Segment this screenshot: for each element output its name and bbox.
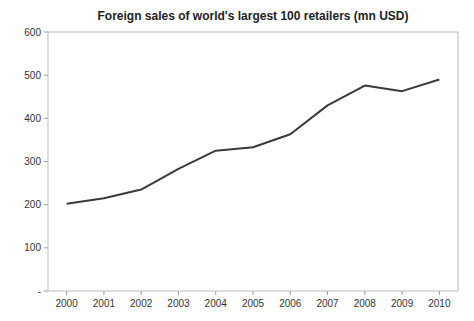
x-tick-label: 2006 — [279, 298, 302, 309]
y-axis: - 100 200 300 400 500 600 — [24, 27, 48, 297]
plot-frame — [48, 32, 458, 291]
x-tick-label: 2002 — [130, 298, 153, 309]
y-tick-label: 100 — [24, 242, 41, 253]
chart-container: Foreign sales of world's largest 100 ret… — [0, 0, 474, 321]
x-tick-label: 2004 — [205, 298, 228, 309]
y-tick-label: 300 — [24, 156, 41, 167]
x-tick — [178, 291, 179, 295]
chart-svg: Foreign sales of world's largest 100 ret… — [0, 0, 474, 321]
x-tick — [327, 291, 328, 295]
x-tick — [141, 291, 142, 295]
y-tick-label: - — [38, 286, 41, 297]
x-axis: 2000 2001 2002 2003 2004 2005 2006 2007 2008 2009… — [56, 291, 451, 309]
y-tick-label: 200 — [24, 199, 41, 210]
y-tick — [44, 75, 48, 76]
x-tick-label: 2001 — [93, 298, 116, 309]
y-tick — [44, 32, 48, 33]
x-tick-label: 2005 — [242, 298, 265, 309]
x-tick-label: 2000 — [56, 298, 79, 309]
line — [67, 79, 440, 203]
y-tick — [44, 161, 48, 162]
x-tick — [439, 291, 440, 295]
x-tick — [290, 291, 291, 295]
x-tick — [253, 291, 254, 295]
x-tick-label: 2008 — [354, 298, 377, 309]
x-tick-label: 2003 — [167, 298, 190, 309]
x-tick — [402, 291, 403, 295]
y-tick-label: 500 — [24, 70, 41, 81]
y-tick — [44, 247, 48, 248]
y-tick-label: 600 — [24, 27, 41, 38]
x-tick-label: 2009 — [391, 298, 414, 309]
x-tick — [364, 291, 365, 295]
plot-area — [67, 79, 440, 203]
y-tick-label: 400 — [24, 113, 41, 124]
x-tick — [215, 291, 216, 295]
x-tick-label: 2007 — [316, 298, 339, 309]
title: Foreign sales of world's largest 100 ret… — [98, 9, 409, 23]
x-tick-label: 2010 — [428, 298, 451, 309]
x-tick — [66, 291, 67, 295]
x-tick — [103, 291, 104, 295]
y-tick — [44, 204, 48, 205]
y-tick — [44, 118, 48, 119]
y-tick — [44, 291, 48, 292]
